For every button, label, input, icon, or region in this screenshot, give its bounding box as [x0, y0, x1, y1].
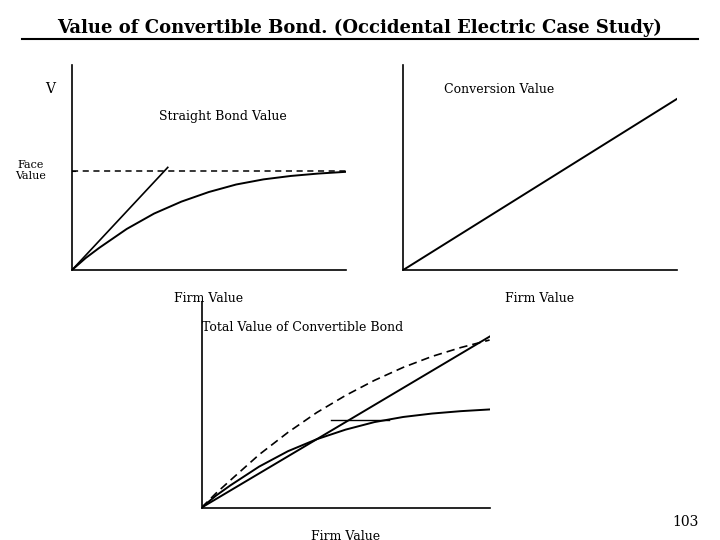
Text: Firm Value: Firm Value: [174, 292, 243, 305]
Text: Face
Value: Face Value: [16, 160, 46, 181]
Text: Firm Value: Firm Value: [505, 292, 575, 305]
Text: Conversion Value: Conversion Value: [444, 83, 554, 96]
Text: Firm Value: Firm Value: [311, 530, 380, 540]
Text: Value of Convertible Bond. (Occidental Electric Case Study): Value of Convertible Bond. (Occidental E…: [58, 19, 662, 37]
Text: Straight Bond Value: Straight Bond Value: [158, 110, 287, 123]
Text: Total Value of Convertible Bond: Total Value of Convertible Bond: [202, 321, 403, 334]
Text: 103: 103: [672, 515, 698, 529]
Text: V: V: [45, 83, 55, 97]
